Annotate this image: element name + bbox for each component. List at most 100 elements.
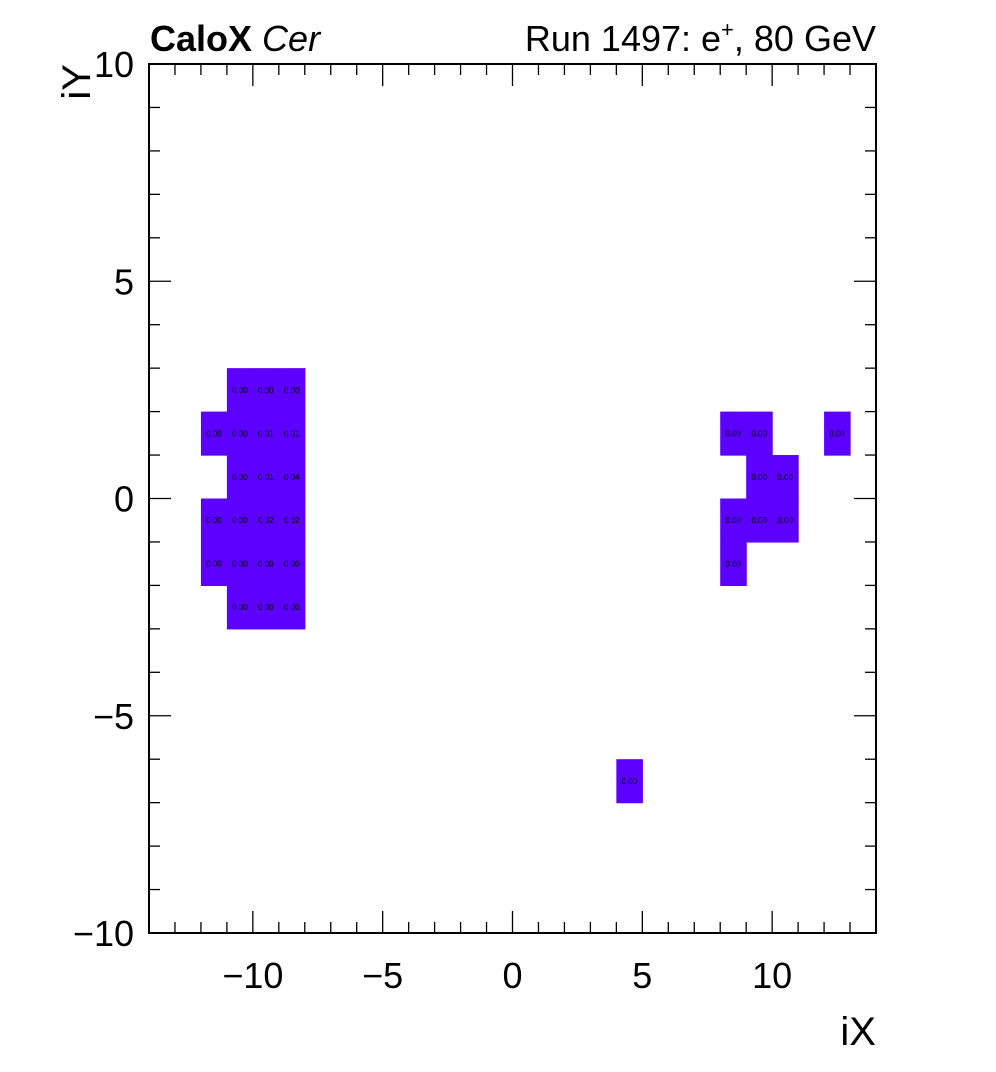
cell-layer: 0.00 0.00 0.00 0.00 0.00 0.01 0.01 0.00 0.01 0.04… xyxy=(200,368,851,804)
cell-value-label: 0.00 xyxy=(232,516,248,525)
cell-value-label: 0.00 xyxy=(206,429,222,438)
cell-rect xyxy=(278,455,306,500)
plot-frame xyxy=(148,63,877,934)
heatmap-cell: 0.00 xyxy=(200,411,228,456)
x-tick-label: 10 xyxy=(752,955,792,996)
heatmap-cell: 0.00 xyxy=(200,498,228,543)
cell-rect xyxy=(746,498,773,543)
heatmap-cell: 0.00 xyxy=(200,541,228,586)
cell-rect xyxy=(200,498,228,543)
cell-value-label: 0.00 xyxy=(751,516,767,525)
cell-rect xyxy=(226,368,254,413)
heatmap-cell: 0.00 xyxy=(226,541,254,586)
heatmap-cell: 0.02 xyxy=(252,498,280,543)
x-tick-label: −5 xyxy=(362,955,403,996)
heatmap-cell: 0.00 xyxy=(720,541,747,586)
cell-value-label: 0.00 xyxy=(622,777,638,786)
cell-value-label: 0.02 xyxy=(258,516,274,525)
cell-rect xyxy=(252,498,280,543)
heatmap-cell: 0.00 xyxy=(616,759,643,804)
cell-rect xyxy=(252,368,280,413)
y-tick-label: 0 xyxy=(114,479,134,520)
cell-rect xyxy=(226,455,254,500)
experiment-title: CaloX Cer xyxy=(150,21,320,57)
channel-name: Cer xyxy=(262,18,321,59)
heatmap-cell: 0.00 xyxy=(824,411,851,456)
heatmap-cell: 0.00 xyxy=(226,585,254,630)
cell-value-label: 0.00 xyxy=(258,603,274,612)
heatmap-cell: 0.00 xyxy=(772,498,799,543)
cell-value-label: 0.00 xyxy=(777,516,793,525)
cell-rect xyxy=(278,498,306,543)
heatmap-cell: 0.00 xyxy=(226,368,254,413)
cell-rect xyxy=(720,541,747,586)
cell-value-label: 0.00 xyxy=(206,516,222,525)
heatmap-cell: 0.00 xyxy=(278,368,306,413)
heatmap-cell: 0.00 xyxy=(252,585,280,630)
cell-value-label: 0.00 xyxy=(284,603,300,612)
cell-value-label: 0.00 xyxy=(725,560,741,569)
cell-rect xyxy=(226,585,254,630)
cell-value-label: 0.04 xyxy=(284,473,300,482)
experiment-name: CaloX xyxy=(150,18,253,59)
heatmap-cell: 0.01 xyxy=(252,455,280,500)
x-tick-label: 0 xyxy=(502,955,522,996)
heatmap-cell: 0.00 xyxy=(720,411,747,456)
cell-value-label: 0.02 xyxy=(284,516,300,525)
cell-value-label: 0.00 xyxy=(725,516,741,525)
cell-value-label: 0.01 xyxy=(258,473,274,482)
cell-value-label: 0.00 xyxy=(284,386,300,395)
cell-rect xyxy=(252,585,280,630)
heatmap-cell: 0.00 xyxy=(226,498,254,543)
y-tick-label: 10 xyxy=(94,44,134,85)
x-axis-label: iX xyxy=(840,1010,876,1054)
y-tick-label: −10 xyxy=(73,913,134,954)
heatmap-cell: 0.00 xyxy=(278,585,306,630)
run-charge: + xyxy=(721,17,734,42)
heatmap-cell: 0.00 xyxy=(226,455,254,500)
y-tick-label: −5 xyxy=(93,696,134,737)
cell-rect xyxy=(772,455,799,500)
cell-value-label: 0.00 xyxy=(258,560,274,569)
heatmap-cell: 0.04 xyxy=(278,455,306,500)
run-prefix: Run 1497: e xyxy=(524,18,722,59)
run-suffix: , 80 GeV xyxy=(733,18,876,59)
cell-rect xyxy=(278,585,306,630)
cell-value-label: 0.00 xyxy=(258,386,274,395)
x-tick-label: −10 xyxy=(222,955,283,996)
cell-rect xyxy=(226,411,254,456)
cell-rect xyxy=(720,411,747,456)
heatmap-cell: 0.00 xyxy=(746,411,773,456)
cell-value-label: 0.00 xyxy=(751,473,767,482)
cell-rect xyxy=(200,541,228,586)
cell-rect xyxy=(746,455,773,500)
cell-value-label: 0.00 xyxy=(829,429,845,438)
heatmap-cell: 0.00 xyxy=(772,455,799,500)
cell-rect xyxy=(226,541,254,586)
cell-rect xyxy=(252,411,280,456)
cell-value-label: 0.00 xyxy=(232,603,248,612)
heatmap-cell: 0.02 xyxy=(278,498,306,543)
heatmap-cell: 0.01 xyxy=(278,411,306,456)
cell-value-label: 0.00 xyxy=(284,560,300,569)
cell-rect xyxy=(252,455,280,500)
heatmap-cell: 0.00 xyxy=(252,368,280,413)
cell-rect xyxy=(252,541,280,586)
heatmap-cell: 0.00 xyxy=(278,541,306,586)
cell-rect xyxy=(746,411,773,456)
cell-rect xyxy=(278,368,306,413)
tick-label-layer: −10 −5 0 5 10 −10 −5 0 5 10 xyxy=(73,44,792,996)
cell-value-label: 0.01 xyxy=(284,429,300,438)
cell-rect xyxy=(278,541,306,586)
cell-rect xyxy=(226,498,254,543)
cell-value-label: 0.00 xyxy=(232,386,248,395)
heatmap-cell: 0.00 xyxy=(746,455,773,500)
cell-rect xyxy=(720,498,747,543)
y-tick-label: 5 xyxy=(114,261,134,302)
cell-rect xyxy=(824,411,851,456)
y-axis-label: iY xyxy=(55,64,99,100)
cell-value-label: 0.00 xyxy=(232,473,248,482)
cell-rect xyxy=(278,411,306,456)
heatmap-cell: 0.01 xyxy=(252,411,280,456)
